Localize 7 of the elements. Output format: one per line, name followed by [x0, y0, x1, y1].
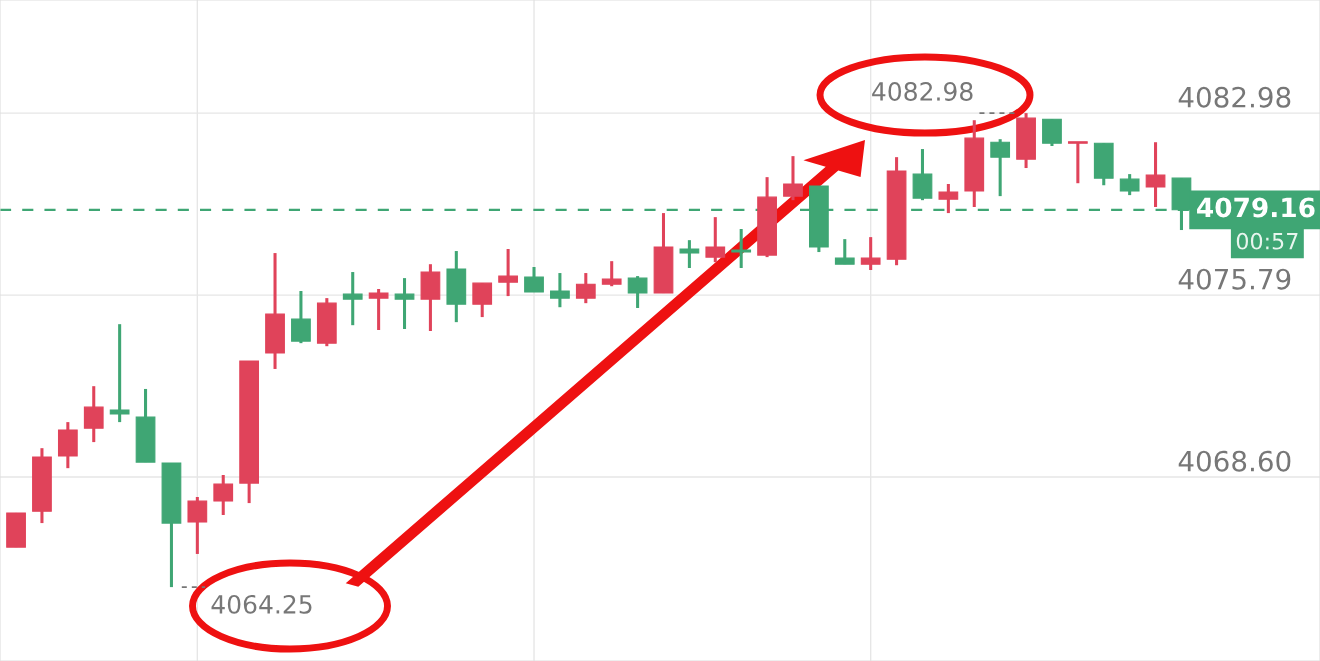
y-tick-label: 4082.98 — [1178, 86, 1291, 108]
ref-line-label: 4079.16 — [1197, 197, 1315, 218]
y-tick-label: 4075.79 — [1178, 268, 1291, 290]
y-tick-label: 4068.60 — [1178, 450, 1291, 472]
text: 00:57 — [1236, 232, 1298, 250]
annotation: 4082.98 — [872, 82, 973, 101]
annotation: 4064.25 — [211, 594, 312, 614]
